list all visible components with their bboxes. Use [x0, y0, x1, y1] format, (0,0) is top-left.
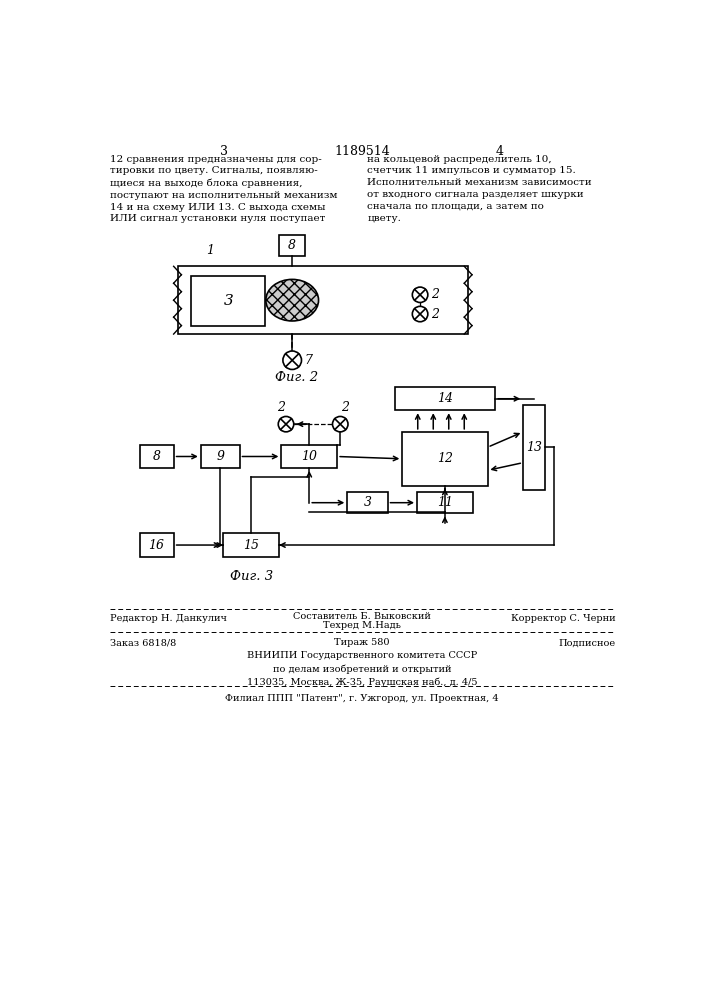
Text: Редактор Н. Данкулич: Редактор Н. Данкулич: [110, 614, 227, 623]
Text: 8: 8: [288, 239, 296, 252]
Bar: [523, 405, 545, 490]
Text: Филиал ППП "Патент", г. Ужгород, ул. Проектная, 4: Филиал ППП "Патент", г. Ужгород, ул. Про…: [225, 694, 498, 703]
Text: 1189514: 1189514: [334, 145, 390, 158]
Bar: [177, 266, 468, 334]
Text: 2: 2: [277, 401, 286, 414]
Text: Корректор С. Черни: Корректор С. Черни: [510, 614, 615, 623]
Text: ВНИИПИ Государственного комитета СССР
по делам изобретений и открытий
113035, Мо: ВНИИПИ Государственного комитета СССР по…: [247, 651, 477, 687]
Text: 8: 8: [153, 450, 160, 463]
Ellipse shape: [266, 279, 319, 321]
Text: 3: 3: [223, 294, 233, 308]
Bar: [395, 387, 495, 410]
Text: 16: 16: [148, 539, 165, 552]
Circle shape: [412, 306, 428, 322]
Text: Фиг. 3: Фиг. 3: [230, 570, 273, 583]
Text: 1: 1: [206, 244, 214, 257]
Text: Тираж 580: Тираж 580: [334, 638, 390, 647]
Text: Фиг. 2: Фиг. 2: [274, 371, 317, 384]
Text: 12: 12: [437, 452, 453, 465]
Text: на кольцевой распределитель 10,
счетчик 11 импульсов и сумматор 15.
Исполнительн: на кольцевой распределитель 10, счетчик …: [368, 155, 592, 223]
Bar: [139, 445, 174, 468]
Text: 11: 11: [437, 496, 453, 509]
Text: 3: 3: [363, 496, 371, 509]
Text: 15: 15: [243, 539, 259, 552]
Bar: [347, 492, 387, 513]
Bar: [417, 492, 473, 513]
Bar: [139, 533, 174, 557]
Text: 2: 2: [341, 401, 349, 414]
Bar: [192, 276, 265, 326]
Bar: [223, 533, 279, 557]
Circle shape: [332, 416, 348, 432]
Text: Составитель Б. Выковский: Составитель Б. Выковский: [293, 612, 431, 621]
Text: Подписное: Подписное: [559, 638, 615, 647]
Bar: [402, 432, 488, 486]
Text: Заказ 6818/8: Заказ 6818/8: [110, 638, 176, 647]
Circle shape: [412, 287, 428, 302]
Text: 14: 14: [437, 392, 453, 405]
Text: 9: 9: [216, 450, 224, 463]
Bar: [279, 235, 305, 256]
Text: 13: 13: [526, 441, 542, 454]
Circle shape: [279, 416, 293, 432]
Text: 10: 10: [301, 450, 317, 463]
Text: Техред М.Надь: Техред М.Надь: [323, 620, 401, 630]
Text: 2: 2: [431, 288, 439, 301]
Text: 7: 7: [305, 354, 312, 367]
Circle shape: [283, 351, 301, 369]
Text: 12 сравнения предназначены для сор-
тировки по цвету. Сигналы, появляю-
щиеся на: 12 сравнения предназначены для сор- тиро…: [110, 155, 337, 223]
Text: 4: 4: [495, 145, 503, 158]
Text: 3: 3: [220, 145, 228, 158]
Text: 2: 2: [431, 308, 439, 321]
Bar: [201, 445, 240, 468]
Bar: [281, 445, 337, 468]
